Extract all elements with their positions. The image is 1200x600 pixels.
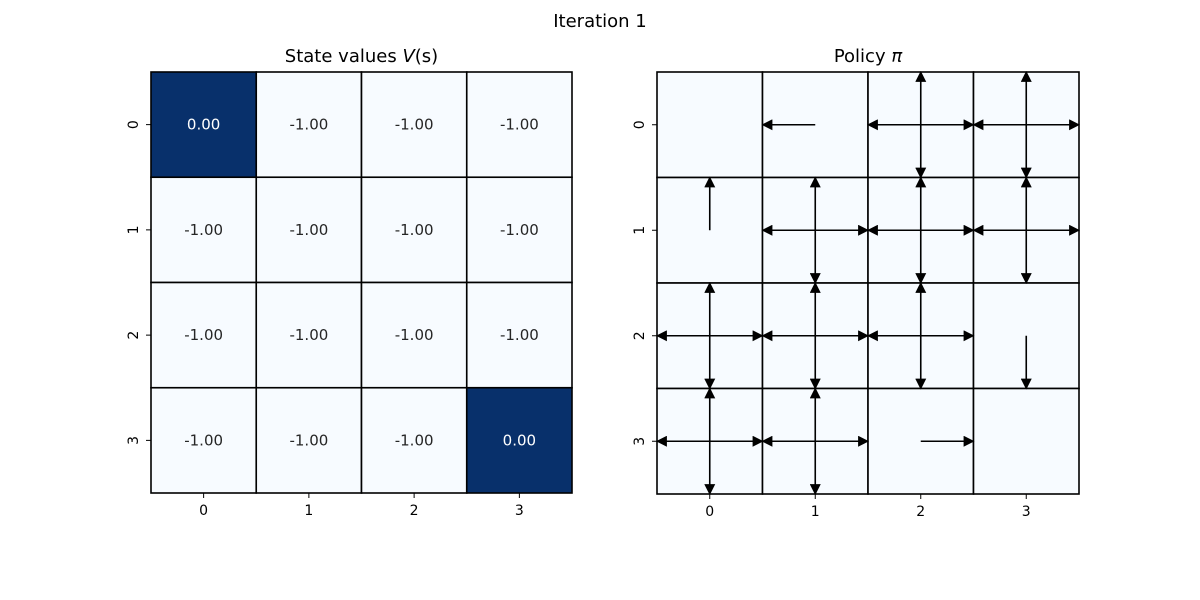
- policy-title: Policy π: [834, 46, 904, 67]
- value-cell-2-1: [255, 281, 363, 389]
- value-cell-label-2-1: -1.00: [289, 326, 328, 344]
- policy-y-tick-label-0: 0: [632, 120, 648, 129]
- policy-cell-3-3: [972, 387, 1080, 495]
- policy-x-tick-label-0: 0: [705, 504, 714, 520]
- policy-x-tick-label-3: 3: [1022, 504, 1031, 520]
- value-cell-3-1: [255, 386, 363, 494]
- policy-heatmap: Policy π 0 1 2 3 0 1 2 3: [632, 46, 1081, 520]
- value-cell-0-2: [360, 71, 468, 179]
- value-cell-0-1: [255, 71, 363, 179]
- state-values-x-tick-label-3: 3: [515, 503, 524, 519]
- policy-y-tick-label-3: 3: [632, 437, 648, 446]
- value-cell-2-3: [465, 281, 573, 389]
- value-cell-label-3-2: -1.00: [395, 431, 434, 449]
- state-values-heatmap: State values V(s) 0.00 -1.00 -1.00 -1.00 -1.…: [126, 46, 573, 519]
- value-cell-label-1-0: -1.00: [184, 221, 223, 239]
- value-cell-label-0-3: -1.00: [500, 116, 539, 134]
- policy-y-axis: 0 1 2 3: [632, 120, 657, 446]
- value-cell-label-3-1: -1.00: [289, 431, 328, 449]
- value-cell-label-3-3: 0.00: [503, 431, 536, 449]
- state-values-title: State values V(s): [285, 46, 438, 67]
- state-values-x-tick-label-2: 2: [410, 503, 419, 519]
- policy-x-axis: 0 1 2 3: [705, 494, 1031, 520]
- state-values-y-tick-label-3: 3: [126, 436, 142, 445]
- value-cell-label-2-2: -1.00: [395, 326, 434, 344]
- figure-suptitle: Iteration 1: [553, 11, 647, 32]
- state-values-y-tick-label-0: 0: [126, 120, 142, 129]
- value-cell-1-1: [255, 176, 363, 284]
- state-values-x-tick-label-0: 0: [199, 503, 208, 519]
- value-cell-label-2-3: -1.00: [500, 326, 539, 344]
- state-values-y-tick-label-2: 2: [126, 331, 142, 340]
- policy-y-tick-label-1: 1: [632, 226, 648, 235]
- policy-x-tick-label-2: 2: [916, 504, 925, 520]
- value-cell-0-0: [150, 71, 258, 179]
- value-cell-label-0-0: 0.00: [187, 116, 220, 134]
- state-values-x-axis: 0 1 2 3: [199, 493, 524, 519]
- state-values-cells: 0.00 -1.00 -1.00 -1.00 -1.00 -1.00 -1.00 -1.00 -…: [150, 71, 573, 494]
- value-cell-label-2-0: -1.00: [184, 326, 223, 344]
- policy-y-tick-label-2: 2: [632, 331, 648, 340]
- value-cell-label-0-2: -1.00: [395, 116, 434, 134]
- policy-arrows: [655, 70, 1081, 496]
- state-values-x-tick-label-1: 1: [304, 503, 313, 519]
- value-cell-label-1-1: -1.00: [289, 221, 328, 239]
- value-cell-label-1-2: -1.00: [395, 221, 434, 239]
- value-cell-1-3: [465, 176, 573, 284]
- policy-cells: [656, 71, 1080, 495]
- value-cell-label-1-3: -1.00: [500, 221, 539, 239]
- state-values-y-axis: 0 1 2 3: [126, 120, 151, 445]
- policy-x-tick-label-1: 1: [811, 504, 820, 520]
- value-cell-label-3-0: -1.00: [184, 431, 223, 449]
- value-cell-3-3: [465, 386, 573, 494]
- value-cell-0-3: [465, 71, 573, 179]
- value-cell-label-0-1: -1.00: [289, 116, 328, 134]
- state-values-y-tick-label-1: 1: [126, 225, 142, 234]
- policy-cell-0-0: [656, 71, 764, 179]
